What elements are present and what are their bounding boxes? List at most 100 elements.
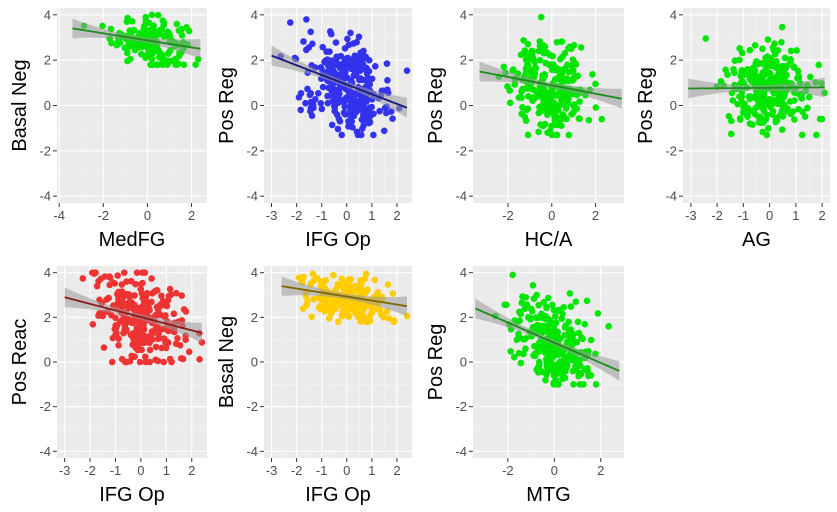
y-axis-title: Pos Reg: [425, 324, 447, 401]
data-point: [337, 52, 345, 60]
data-point: [138, 269, 146, 276]
data-point: [767, 71, 774, 79]
data-point: [747, 70, 754, 77]
data-point: [794, 67, 802, 75]
data-point: [124, 49, 131, 57]
data-point: [357, 131, 365, 139]
data-point: [96, 309, 103, 317]
data-point: [139, 327, 147, 334]
data-point: [390, 317, 398, 324]
data-point: [549, 52, 557, 60]
data-point: [366, 80, 373, 88]
y-tick-label: -4: [246, 189, 258, 204]
data-point: [172, 55, 180, 63]
data-point: [507, 348, 514, 355]
data-point: [537, 121, 544, 128]
data-point: [108, 39, 115, 47]
x-tick-label: -2: [711, 208, 723, 223]
data-point: [519, 103, 526, 111]
data-point: [152, 343, 160, 351]
regression-line: [72, 27, 201, 50]
data-point: [168, 358, 175, 366]
data-point: [324, 56, 331, 63]
data-point: [558, 38, 566, 45]
data-point: [540, 72, 548, 79]
y-tick-label: -2: [39, 399, 51, 414]
data-point: [332, 56, 340, 63]
data-point: [500, 63, 508, 71]
data-point: [772, 116, 780, 124]
x-axis-title: HC/A: [525, 229, 573, 251]
data-point: [371, 276, 378, 284]
data-point: [523, 301, 531, 309]
data-point: [744, 113, 751, 121]
data-point: [583, 297, 591, 305]
data-point: [116, 39, 124, 47]
y-axis-title: Pos Reac: [9, 319, 31, 406]
data-point: [155, 46, 162, 54]
data-point: [566, 329, 574, 336]
data-point: [383, 308, 391, 315]
data-point: [125, 291, 133, 298]
data-point: [729, 97, 737, 104]
data-point: [118, 355, 126, 363]
x-tick-label: -2: [98, 208, 110, 223]
data-point: [340, 280, 347, 288]
data-point: [568, 62, 575, 70]
data-point: [127, 55, 134, 63]
data-point: [532, 314, 540, 321]
data-point: [172, 289, 180, 297]
y-tick-label: -2: [246, 143, 258, 158]
data-point: [345, 276, 353, 283]
data-point: [542, 376, 549, 384]
data-point: [804, 104, 811, 112]
data-point: [99, 22, 106, 30]
data-point: [132, 280, 139, 288]
data-point: [533, 291, 540, 299]
data-point: [770, 59, 777, 67]
x-tick-label: 2: [597, 463, 604, 478]
data-point: [133, 324, 141, 332]
y-tick-label: 4: [251, 7, 258, 22]
data-point: [509, 271, 517, 279]
x-axis-title: MedFG: [99, 229, 166, 251]
data-point: [775, 70, 783, 77]
data-point: [559, 375, 566, 383]
data-point: [371, 306, 378, 313]
y-tick-label: 0: [460, 355, 467, 370]
data-point: [153, 311, 161, 319]
x-tick-label: 0: [144, 208, 151, 223]
data-point: [779, 102, 787, 110]
data-point: [302, 99, 309, 107]
data-point: [383, 60, 391, 67]
data-point: [555, 359, 563, 367]
data-point: [504, 83, 511, 90]
data-point: [365, 56, 373, 64]
data-point: [154, 357, 162, 365]
data-point: [335, 62, 343, 70]
data-point: [159, 297, 167, 305]
data-point: [517, 310, 525, 318]
x-tick-label: 0: [343, 208, 350, 223]
data-point: [108, 358, 116, 366]
data-point: [576, 98, 583, 105]
data-point: [530, 352, 537, 359]
data-point: [309, 270, 317, 278]
data-point: [376, 306, 384, 314]
data-point: [551, 313, 559, 320]
data-point: [564, 355, 571, 363]
data-point: [355, 102, 363, 110]
data-point: [513, 336, 521, 344]
data-point: [154, 335, 162, 343]
data-point: [135, 304, 143, 312]
data-point: [370, 131, 377, 139]
data-point: [300, 38, 307, 45]
x-axis-title: AG: [742, 229, 771, 251]
x-tick-label: 0: [551, 463, 558, 478]
data-point: [781, 54, 789, 62]
data-point: [403, 67, 411, 74]
y-tick-label: -2: [455, 143, 467, 158]
data-point: [140, 300, 148, 308]
data-point: [546, 127, 554, 135]
data-point: [786, 98, 794, 105]
